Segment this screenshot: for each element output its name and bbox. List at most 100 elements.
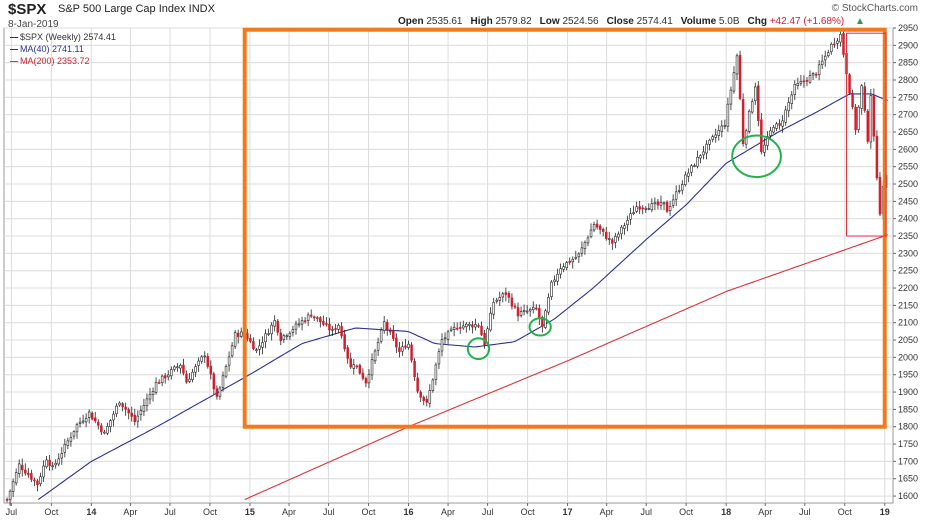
candle-body bbox=[340, 326, 343, 337]
candle-body bbox=[112, 413, 115, 421]
candle-body bbox=[185, 373, 188, 383]
candle-body bbox=[376, 342, 380, 351]
candle-body bbox=[364, 378, 368, 384]
candle bbox=[188, 372, 191, 384]
candle bbox=[358, 363, 362, 375]
candle bbox=[109, 419, 112, 433]
candle-body bbox=[452, 327, 456, 330]
candle-body bbox=[674, 191, 678, 200]
candle-body bbox=[875, 135, 879, 179]
candle bbox=[498, 291, 502, 306]
candle bbox=[668, 200, 672, 216]
candle bbox=[252, 337, 255, 351]
candle bbox=[696, 150, 699, 169]
candle bbox=[127, 407, 130, 420]
candle bbox=[337, 323, 340, 334]
candle bbox=[650, 198, 654, 213]
candle-body bbox=[778, 123, 781, 126]
y-tick-label: 1650 bbox=[898, 474, 918, 484]
candle-body bbox=[480, 325, 483, 335]
candle-body bbox=[525, 310, 529, 313]
candle-body bbox=[206, 356, 210, 367]
candle-body bbox=[261, 342, 264, 348]
candle bbox=[115, 403, 118, 418]
candle bbox=[857, 105, 860, 133]
candle bbox=[842, 30, 845, 58]
candle-body bbox=[127, 409, 130, 414]
candle-body bbox=[647, 208, 651, 210]
candle bbox=[507, 290, 511, 304]
candle-body bbox=[176, 366, 179, 369]
candle-body bbox=[346, 347, 349, 359]
candle-body bbox=[492, 302, 495, 315]
candle bbox=[462, 320, 465, 330]
candle bbox=[814, 72, 818, 79]
candle-body bbox=[63, 443, 67, 453]
candle-body bbox=[766, 136, 769, 146]
candle-body bbox=[358, 364, 362, 374]
candle bbox=[480, 321, 483, 336]
candle-body bbox=[720, 125, 724, 132]
candle bbox=[346, 344, 349, 364]
x-tick-label: Oct bbox=[362, 507, 377, 517]
candle bbox=[239, 327, 243, 339]
legend-ma40-entry: MA(40) 2741.11 bbox=[10, 43, 116, 55]
candle-body bbox=[94, 417, 97, 422]
candle-body bbox=[629, 213, 632, 220]
x-tick-label: Oct bbox=[521, 507, 536, 517]
candle bbox=[325, 316, 328, 327]
candle-body bbox=[860, 85, 863, 109]
candle bbox=[802, 75, 806, 88]
candle-body bbox=[148, 393, 152, 400]
candle-body bbox=[115, 405, 118, 415]
candle bbox=[659, 195, 663, 210]
candle-body bbox=[239, 331, 243, 337]
candle-body bbox=[747, 110, 751, 132]
candle-body bbox=[42, 465, 45, 478]
candle bbox=[340, 322, 343, 339]
candle-body bbox=[711, 136, 714, 140]
candle-body bbox=[595, 223, 599, 228]
candle-body bbox=[17, 463, 21, 474]
candle bbox=[48, 455, 51, 471]
candle-body bbox=[236, 332, 240, 338]
candle-body bbox=[39, 476, 42, 484]
candle-body bbox=[124, 406, 127, 410]
y-tick-label: 2550 bbox=[898, 162, 918, 172]
candle-body bbox=[574, 256, 578, 259]
candle-body bbox=[726, 103, 730, 127]
chg-up-arrow-icon: ▲ bbox=[855, 16, 865, 27]
x-tick-label: Oct bbox=[203, 507, 218, 517]
candle bbox=[309, 309, 313, 318]
candle-body bbox=[121, 403, 124, 407]
ohlc-value-close: 2574.41 bbox=[636, 16, 673, 27]
candle-body bbox=[109, 420, 112, 427]
candle bbox=[711, 134, 714, 143]
candle-body bbox=[179, 364, 182, 369]
candle bbox=[176, 363, 179, 372]
candle-body bbox=[763, 144, 766, 153]
y-tick-label: 2900 bbox=[898, 40, 918, 50]
candle-body bbox=[687, 172, 690, 177]
candle-body bbox=[577, 253, 581, 258]
candle bbox=[699, 154, 702, 164]
x-tick-label: Jul bbox=[640, 507, 652, 517]
candle bbox=[322, 315, 325, 327]
candle-body bbox=[182, 364, 185, 374]
candle bbox=[60, 447, 64, 465]
candle-body bbox=[690, 165, 693, 173]
candle bbox=[638, 200, 641, 215]
candle bbox=[197, 357, 200, 372]
candle bbox=[565, 260, 568, 271]
candle-body bbox=[729, 89, 733, 105]
candle bbox=[732, 66, 736, 94]
ohlc-value-volume: 5.0B bbox=[718, 16, 740, 27]
legend-price-swatch bbox=[10, 37, 18, 39]
x-tick-label: 14 bbox=[86, 507, 96, 517]
candle-body bbox=[379, 329, 383, 342]
candle bbox=[766, 131, 769, 151]
candle-body bbox=[702, 151, 705, 156]
candle-body bbox=[446, 331, 450, 340]
y-tick-label: 1850 bbox=[898, 404, 918, 414]
candle-body bbox=[258, 345, 261, 350]
